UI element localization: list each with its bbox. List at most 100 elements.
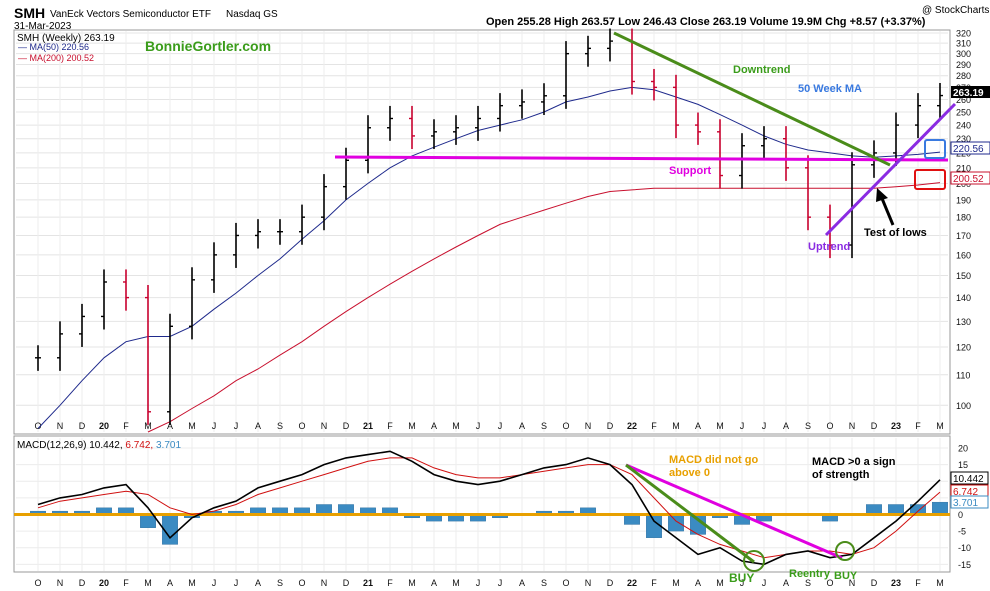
- price-bar: [893, 112, 899, 166]
- buy-label-1: BUY: [729, 571, 754, 585]
- price-bar: [211, 242, 217, 293]
- price-panel: 1001101201301401501601701801902002102202…: [13, 28, 990, 435]
- macd-x-tick-label: 23: [891, 578, 901, 588]
- macd-x-tick-label: J: [498, 578, 503, 588]
- price-bar: [167, 313, 173, 425]
- macd-x-tick-label: S: [805, 578, 811, 588]
- symbol: SMH: [14, 5, 45, 21]
- price-bar: [915, 93, 921, 139]
- price-bar: [563, 41, 569, 109]
- macd-x-tick-label: M: [452, 578, 460, 588]
- macd-x-tick-label: A: [695, 578, 701, 588]
- price-x-tick-label: O: [298, 421, 305, 431]
- downtrend-label: Downtrend: [733, 64, 790, 76]
- price-x-tick-label: A: [255, 421, 261, 431]
- macd-note-2a: MACD >0 a sign: [812, 456, 896, 468]
- ma50-badge: [950, 141, 990, 155]
- macd-series: [37, 450, 941, 566]
- price-tick-label: 130: [956, 317, 971, 327]
- macd-x-tick-label: M: [408, 578, 416, 588]
- price-x-tick-label: D: [79, 421, 86, 431]
- macd-panel: -15-10-505101520 OND20FMAMJJASOND21FMAMJ…: [13, 435, 989, 588]
- price-x-tick-label: O: [34, 421, 41, 431]
- macd-legend: MACD(12,26,9) 10.442, 6.742, 3.701: [17, 440, 181, 451]
- macd-x-tick-label: F: [387, 578, 393, 588]
- uptrend-line: [824, 102, 957, 237]
- downtrend-line: [613, 31, 891, 167]
- price-x-tick-label: A: [519, 421, 525, 431]
- price-bar: [937, 83, 943, 119]
- macd-histogram: [30, 501, 948, 545]
- price-x-tick-label: F: [123, 421, 129, 431]
- price-x-tick-label: S: [805, 421, 811, 431]
- macd-x-tick-label: M: [716, 578, 724, 588]
- macd-note-1a: MACD did not go: [669, 454, 758, 466]
- last-price-badge-text: 263.19: [953, 88, 984, 99]
- price-x-tick-label: N: [585, 421, 592, 431]
- macd-green-line: [625, 463, 755, 564]
- price-tick-label: 230: [956, 134, 971, 144]
- price-x-tick-label: D: [343, 421, 350, 431]
- macd-x-tick-label: A: [519, 578, 525, 588]
- macd-tick-label: -5: [958, 527, 966, 537]
- macd-x-tick-label: M: [936, 578, 944, 588]
- macd-x-tick-label: D: [343, 578, 350, 588]
- price-tick-label: 110: [956, 370, 970, 380]
- price-tick-label: 280: [956, 71, 971, 81]
- price-bar: [519, 89, 525, 119]
- macd-x-tick-label: J: [234, 578, 239, 588]
- price-bar: [695, 112, 701, 145]
- macd-note-1b: above 0: [669, 467, 710, 479]
- price-x-tick-label: D: [871, 421, 878, 431]
- price-x-tick-label: S: [277, 421, 283, 431]
- macd-x-tick-label: 20: [99, 578, 109, 588]
- price-x-tick-label: D: [607, 421, 614, 431]
- price-x-tick-label: M: [188, 421, 196, 431]
- price-bar: [607, 28, 613, 62]
- price-y-axis: 1001101201301401501601701801902002102202…: [956, 28, 971, 410]
- price-tick-label: 190: [956, 195, 971, 205]
- hist-badge-text: 3.701: [953, 498, 978, 509]
- histogram-bar: [668, 514, 684, 532]
- price-x-tick-label: N: [57, 421, 64, 431]
- price-x-tick-label: A: [431, 421, 437, 431]
- price-bar: [541, 83, 547, 115]
- price-bar: [321, 174, 327, 231]
- macd-x-tick-label: S: [541, 578, 547, 588]
- price-tick-label: 240: [956, 121, 971, 131]
- macd-x-tick-label: F: [651, 578, 657, 588]
- support-label: Support: [669, 165, 711, 177]
- credit: @ StockCharts.com: [922, 5, 990, 16]
- macd-tick-label: -10: [958, 543, 971, 553]
- macd-x-tick-label: M: [144, 578, 152, 588]
- macd-badge-text: 10.442: [953, 474, 984, 485]
- ma200-badge-text: 200.52: [953, 174, 984, 185]
- price-x-tick-label: J: [740, 421, 745, 431]
- price-x-tick-label: 20: [99, 421, 109, 431]
- price-bar: [387, 105, 393, 141]
- price-x-tick-label: F: [387, 421, 393, 431]
- price-x-tick-label: M: [716, 421, 724, 431]
- price-x-tick-label: N: [849, 421, 856, 431]
- macd-x-tick-label: J: [762, 578, 767, 588]
- exchange: Nasdaq GS: [226, 9, 278, 20]
- price-grid: [16, 31, 948, 432]
- price-x-tick-label: N: [321, 421, 328, 431]
- macd-x-tick-label: M: [672, 578, 680, 588]
- macd-x-tick-label: O: [562, 578, 569, 588]
- macd-tick-label: 0: [958, 510, 963, 520]
- macd-x-tick-label: A: [255, 578, 261, 588]
- macd-x-tick-label: F: [915, 578, 921, 588]
- price-bar: [805, 155, 811, 231]
- price-badges: 263.19 220.56 200.52: [950, 86, 990, 185]
- price-bar: [189, 267, 195, 340]
- price-x-tick-label: O: [826, 421, 833, 431]
- last-price-badge: [951, 86, 990, 98]
- price-bar: [717, 119, 723, 189]
- price-x-tick-label: M: [144, 421, 152, 431]
- macd-x-tick-label: D: [79, 578, 86, 588]
- price-bar: [35, 345, 41, 371]
- price-tick-label: 150: [956, 271, 971, 281]
- macd-tick-label: 20: [958, 443, 968, 453]
- price-x-tick-label: A: [695, 421, 701, 431]
